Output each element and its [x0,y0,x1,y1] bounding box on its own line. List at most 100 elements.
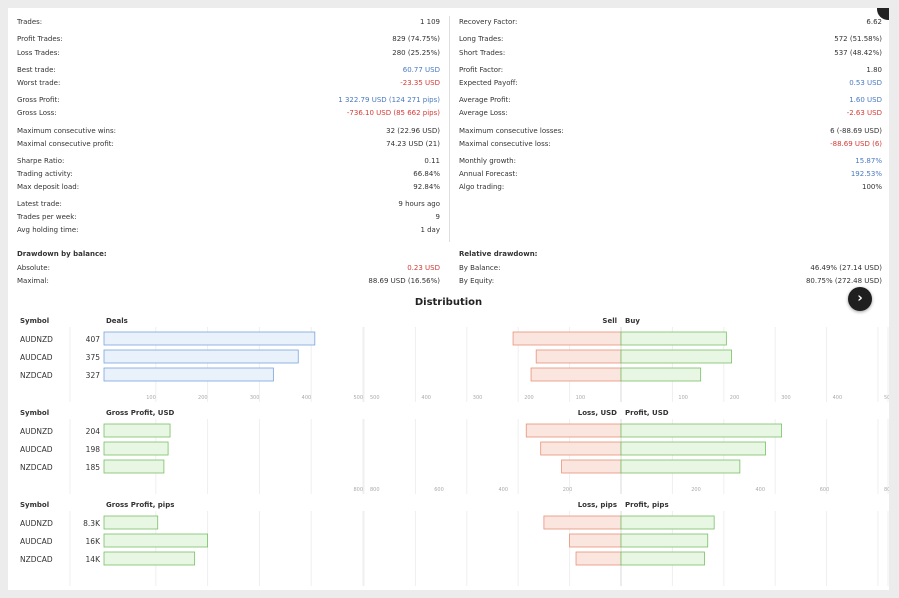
stat-row: Max deposit load: 92.84% [17,183,440,196]
column-header-sell: Sell [602,317,617,325]
stat-row: Average Loss: -2.63 USD [459,109,882,122]
deal-count-label: 185 [86,463,101,472]
axis-tick-label: 300 [250,395,260,401]
stat-value: -2.63 USD [846,109,882,117]
stat-row: Monthly growth: 15.87% [459,157,882,170]
stat-row: Annual Forecast: 192.53% [459,170,882,183]
axis-tick-label: 100 [576,395,586,401]
stat-row: Profit Factor: 1.80 [459,66,882,79]
column-header-symbol: Symbol [20,409,49,417]
bar-negative [543,515,622,530]
stat-label: Long Trades: [459,35,504,43]
stat-row: Best trade: 60.77 USD [17,66,440,79]
axis-tick-label: 500 [370,395,380,401]
bar-negative [530,367,622,382]
stat-label: Maximum consecutive wins: [17,127,116,135]
stat-value: 15.87% [855,157,882,165]
deal-count-label: 16K [86,537,102,546]
axis-tick-label: 500 [353,395,363,401]
column-header-sell: Loss, pips [578,501,617,509]
stat-label: Monthly growth: [459,157,516,165]
bar-positive [620,367,702,382]
stat-row: Avg holding time: 1 day [17,226,440,239]
axis-tick-label: 400 [421,395,431,401]
symbol-label: AUDNZD [20,519,53,528]
stat-row: Latest trade: 9 hours ago [17,200,440,213]
column-header-buy: Profit, USD [625,409,669,417]
stat-label: Algo trading: [459,183,505,191]
stat-value: 537 (48.42%) [834,49,882,57]
column-header-left: Deals [106,317,128,325]
bar-gross-profit [103,533,208,548]
axis-tick-label: 800 [370,487,380,493]
stat-label: Trades per week: [17,213,77,221]
stat-value: 829 (74.75%) [392,35,440,43]
stat-value: 9 hours ago [398,200,440,208]
stat-row: Absolute: 0.23 USD [17,264,440,277]
corner-button[interactable] [877,8,889,20]
statistics-panel: Trades: 1 109 Profit Trades: 829 (74.75%) Lo… [8,8,889,590]
stat-row: Long Trades: 572 (51.58%) [459,35,882,48]
stat-label: Loss Trades: [17,49,60,57]
stat-row: Maximal: 88.69 USD (16.56%) [17,277,440,290]
bar-positive [620,423,783,438]
stat-value: 74.23 USD (21) [386,140,440,148]
axis-tick-label: 200 [730,395,740,401]
deal-count-label: 204 [86,427,101,436]
stat-row: Average Profit: 1.60 USD [459,96,882,109]
bar-positive [620,515,715,530]
stat-label: Average Loss: [459,109,508,117]
distribution-title: Distribution [414,297,483,308]
deal-count-label: 327 [86,371,101,380]
stat-value: 1.80 [866,66,882,74]
stat-label: Maximal: [17,277,49,285]
stat-label: Average Profit: [459,96,511,104]
bar-gross-profit [103,441,169,456]
stat-value: 46.49% (27.14 USD) [810,264,882,272]
axis-tick-label: 800 [353,487,363,493]
stat-row: Sharpe Ratio: 0.11 [17,157,440,170]
stat-value: 9 [435,213,440,221]
stat-label: Short Trades: [459,49,506,57]
stat-label: Sharpe Ratio: [17,157,65,165]
stat-row: Maximal consecutive loss: -88.69 USD (6) [459,140,882,153]
stat-value: 32 (22.96 USD) [386,127,440,135]
stat-value: 1.60 USD [849,96,882,104]
stat-value: 92.84% [413,183,440,191]
stat-value: 192.53% [850,170,882,178]
deal-count-label: 375 [86,353,101,362]
stat-row: Trading activity: 66.84% [17,170,440,183]
stat-label: Drawdown by balance: [17,250,107,258]
stat-label: Recovery Factor: [459,18,518,26]
axis-tick-label: 600 [434,487,444,493]
chevron-right-icon: › [857,291,863,306]
stat-row: Worst trade: -23.35 USD [17,79,440,92]
stat-value: -23.35 USD [400,79,440,87]
stat-value: 0.23 USD [407,264,440,272]
symbol-label: NZDCAD [20,463,53,472]
symbol-label: NZDCAD [20,555,53,564]
stat-value: -736.10 USD (85 662 pips) [346,109,440,117]
axis-tick-label: 100 [678,395,688,401]
axis-tick-label: 300 [473,395,483,401]
symbol-label: AUDCAD [20,445,53,454]
column-header-sell: Loss, USD [578,409,617,417]
distribution-charts: Symbol Deals Sell Buy AUDNZD 407 AUDCAD 375 NZDC… [20,317,889,586]
stat-label: Profit Trades: [17,35,63,43]
stat-row: By Equity: 80.75% (272.48 USD) [459,277,882,290]
column-header-buy: Buy [625,317,640,325]
stat-label: Trading activity: [17,170,73,178]
axis-tick-label: 100 [146,395,156,401]
stat-row: Algo trading: 100% [459,183,882,196]
column-header-left: Gross Profit, pips [106,501,174,509]
stat-label: Relative drawdown: [459,250,538,258]
column-divider [449,16,450,242]
next-arrow-button[interactable]: › [848,287,872,311]
stat-row: Maximum consecutive losses: 6 (-88.69 USD… [459,127,882,140]
stat-label: Maximum consecutive losses: [459,127,564,135]
axis-tick-label: 400 [302,395,312,401]
axis-tick-label: 200 [563,487,573,493]
bar-deals [103,367,274,382]
bar-negative [512,331,622,346]
stat-row: Gross Profit: 1 322.79 USD (124 271 pips) [17,96,440,109]
